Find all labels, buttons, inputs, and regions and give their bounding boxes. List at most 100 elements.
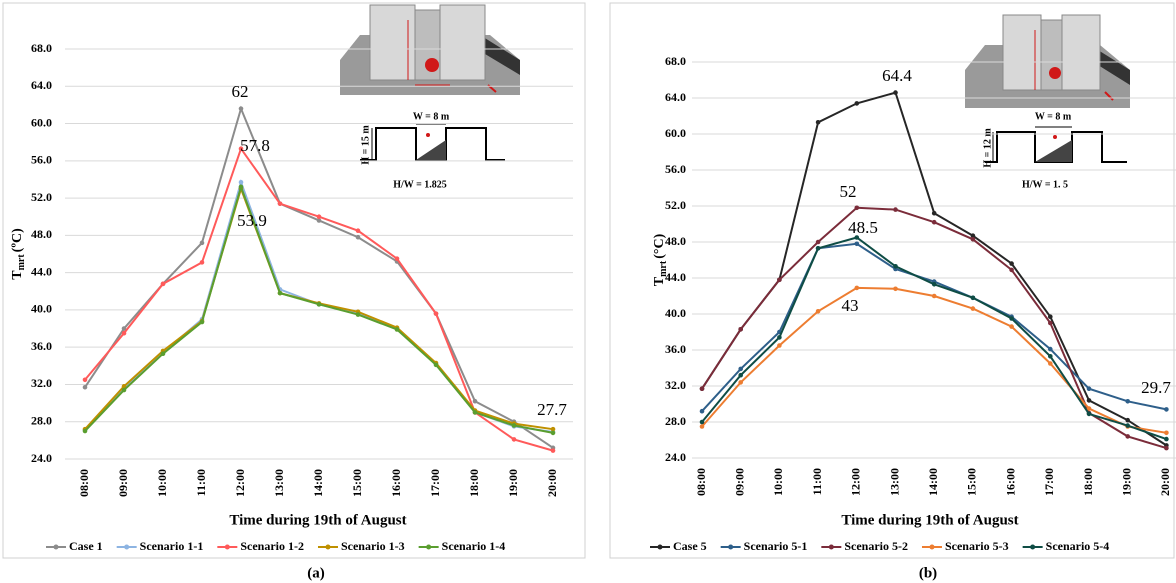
x-axis-label: Time during 19th of August	[841, 512, 1018, 528]
data-point	[238, 184, 244, 190]
panel-label: (a)	[307, 565, 325, 581]
series-line	[701, 286, 1167, 434]
x-axis-label: Time during 19th of August	[229, 512, 406, 528]
data-point	[931, 219, 937, 225]
data-point	[777, 335, 782, 340]
data-point	[1125, 423, 1130, 428]
data-point	[1164, 436, 1169, 442]
data-point	[970, 233, 976, 238]
data-point	[121, 384, 127, 389]
legend-label: Case 5	[673, 539, 707, 553]
legend-marker	[124, 544, 130, 550]
y-tick-label: 64.0	[665, 90, 686, 104]
data-point	[82, 384, 88, 390]
y-tick-label: 60.0	[665, 126, 686, 140]
data-point	[550, 426, 556, 432]
data-point	[931, 210, 937, 216]
data-point	[1164, 445, 1169, 451]
data-point	[777, 277, 782, 283]
y-label-subscript: mrt	[16, 254, 27, 271]
legend-marker	[929, 544, 935, 550]
legend-label: Scenario 1-1	[140, 539, 204, 553]
data-point	[854, 101, 860, 106]
x-tick-label: 19:00	[506, 469, 520, 497]
legend-label: Scenario 1-3	[341, 539, 405, 553]
data-point	[931, 293, 937, 299]
data-point	[550, 430, 556, 436]
data-point	[1009, 267, 1014, 273]
legend-label: Scenario 5-4	[1046, 539, 1110, 553]
data-point	[970, 306, 976, 311]
x-tick-label: 12:00	[233, 469, 247, 497]
data-point	[316, 302, 322, 307]
x-tick-label: 16:00	[389, 469, 403, 497]
data-point	[738, 372, 743, 378]
legend-marker	[728, 544, 734, 550]
y-tick-label: 36.0	[665, 342, 686, 356]
series-line	[84, 105, 554, 449]
data-point	[893, 90, 898, 95]
data-point	[815, 246, 821, 251]
y-tick-label: 56.0	[665, 162, 686, 176]
inset-ratio-label: H/W = 1.825	[393, 179, 447, 190]
data-point	[1048, 354, 1053, 359]
data-point	[699, 386, 705, 392]
data-point	[394, 327, 400, 332]
data-point	[121, 326, 127, 331]
data-point	[433, 362, 439, 368]
x-tick-label: 15:00	[350, 469, 364, 497]
data-point	[238, 146, 244, 152]
inset-height-label: H = 12 m	[982, 128, 993, 168]
data-point	[82, 428, 88, 434]
x-tick-label: 14:00	[311, 469, 325, 497]
y-tick-label: 64.0	[31, 78, 52, 92]
data-point	[1125, 434, 1130, 439]
panel-frame	[2, 2, 586, 559]
data-point	[970, 295, 976, 301]
data-point	[1125, 417, 1130, 423]
data-point	[738, 366, 743, 372]
y-tick-label: 40.0	[31, 302, 52, 316]
data-point	[1048, 346, 1053, 352]
data-point	[550, 448, 556, 453]
x-tick-label: 13:00	[887, 468, 901, 496]
y-tick-label: 44.0	[665, 270, 686, 284]
annotation: 52	[840, 182, 857, 201]
data-point	[160, 281, 166, 287]
data-point	[854, 285, 860, 291]
inset-illustration	[340, 4, 520, 95]
data-point	[970, 237, 976, 242]
data-point	[854, 205, 860, 211]
y-tick-label: 24.0	[665, 450, 686, 464]
y-tick-label: 52.0	[31, 190, 52, 204]
y-tick-label: 32.0	[31, 376, 52, 390]
y-tick-label: 44.0	[31, 264, 52, 278]
legend-marker	[224, 544, 230, 550]
data-point	[815, 309, 821, 314]
data-point	[316, 218, 322, 223]
series-line	[701, 91, 1167, 447]
legend-marker	[657, 544, 663, 550]
y-tick-label: 28.0	[665, 414, 686, 428]
y-tick-label: 56.0	[31, 153, 52, 167]
legend-marker	[828, 544, 834, 550]
x-tick-label: 16:00	[1003, 468, 1017, 496]
data-point	[931, 282, 937, 287]
inset-illustration	[965, 14, 1130, 108]
data-point	[893, 207, 898, 212]
data-point	[199, 260, 205, 265]
data-point	[1009, 261, 1014, 266]
annotation: 43	[842, 296, 859, 315]
data-point	[472, 398, 478, 404]
y-tick-label: 68.0	[665, 54, 686, 68]
panel-frame	[609, 2, 1175, 559]
legend-label: Scenario 5-1	[744, 539, 808, 553]
data-point	[472, 410, 478, 415]
x-tick-label: 20:00	[545, 469, 559, 497]
data-point	[121, 387, 127, 393]
data-point	[854, 241, 860, 247]
data-point	[738, 327, 743, 332]
y-tick-label: 28.0	[31, 413, 52, 427]
x-tick-label: 15:00	[965, 468, 979, 496]
data-point	[121, 330, 127, 336]
